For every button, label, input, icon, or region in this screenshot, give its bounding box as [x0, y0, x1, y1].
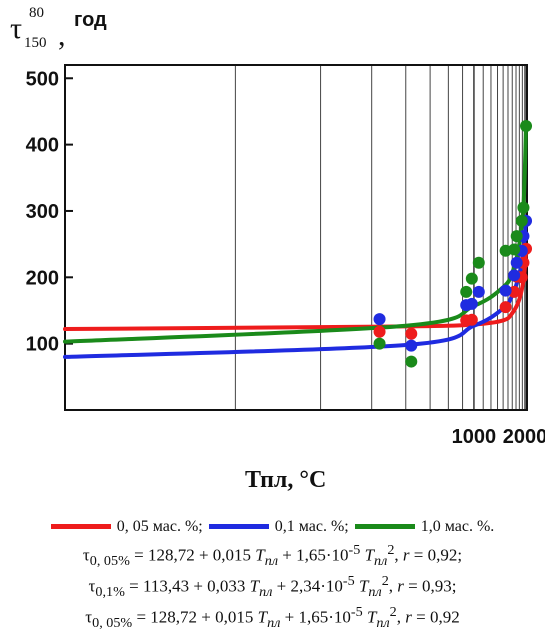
equation-line: τ0, 05% = 128,72 + 0,015 Tпл + 1,65·10-5…: [82, 542, 463, 570]
plot-frame: [64, 64, 528, 411]
legend-item: 1,0 мас. %.: [354, 517, 495, 536]
plot-grid: [234, 65, 526, 410]
data-point: [472, 285, 485, 298]
data-point: [465, 297, 478, 310]
data-point: [405, 327, 418, 340]
legend-label: 0,1 мас. %;: [274, 517, 349, 535]
data-point: [373, 325, 386, 338]
x-ticks: 1000 2000: [452, 426, 545, 448]
data-point: [510, 256, 523, 269]
data-point: [499, 284, 512, 297]
y-label-symbol: τ: [10, 12, 22, 45]
data-point: [465, 313, 478, 326]
y-tick-label: 300: [26, 201, 59, 223]
fit-curve: [63, 122, 529, 344]
y-ticks: 100 200 300 400 500: [26, 68, 73, 356]
x-tick-label: 2000: [503, 426, 545, 448]
legend: 0, 05 мас. %; 0,1 мас. %; 1,0 мас. %.: [0, 516, 545, 536]
legend-label: 0, 05 мас. %;: [116, 517, 203, 535]
y-tick-label: 500: [26, 68, 59, 90]
y-tick-label: 100: [26, 334, 59, 356]
data-point: [517, 201, 530, 214]
data-point: [460, 285, 473, 298]
y-label-subscript: 150: [24, 35, 47, 51]
data-point: [405, 355, 418, 368]
legend-swatch: [208, 524, 269, 529]
legend-swatch: [354, 524, 415, 529]
regression-equations: τ0, 05% = 128,72 + 0,015 Tпл + 1,65·10-5…: [0, 540, 545, 633]
fit-curves: [63, 122, 529, 359]
data-points: [373, 120, 533, 368]
y-tick-label: 400: [26, 135, 59, 157]
y-tick-label: 200: [26, 267, 59, 289]
data-point: [373, 337, 386, 350]
data-point: [405, 339, 418, 352]
data-point: [510, 230, 523, 243]
legend-swatch: [50, 524, 111, 529]
fit-curve: [63, 216, 529, 359]
legend-label: 1,0 мас. %.: [420, 517, 495, 535]
y-label-superscript: 80: [29, 5, 44, 21]
fit-curve: [63, 250, 529, 332]
x-tick-label: 1000: [452, 426, 497, 448]
data-point: [373, 313, 386, 326]
svg-text:,: ,: [58, 19, 66, 52]
data-point: [508, 269, 521, 282]
data-point: [520, 120, 533, 133]
data-point: [508, 243, 521, 256]
data-point: [499, 301, 512, 314]
legend-item: 0, 05 мас. %;: [50, 517, 203, 536]
data-point: [465, 272, 478, 285]
data-point: [515, 214, 528, 227]
equation-line: τ0,1% = 113,43 + 0,033 Tпл + 2,34·10-5 T…: [88, 573, 457, 601]
equation-line: τ0, 05% = 128,72 + 0,015 Tпл + 1,65·10-5…: [85, 604, 460, 632]
y-unit: год: [74, 9, 107, 31]
data-point: [472, 256, 485, 269]
y-axis-label: τ 80 150 , год: [10, 5, 107, 52]
x-axis-label: Тпл, °С: [245, 467, 326, 493]
legend-item: 0,1 мас. %;: [208, 517, 349, 536]
